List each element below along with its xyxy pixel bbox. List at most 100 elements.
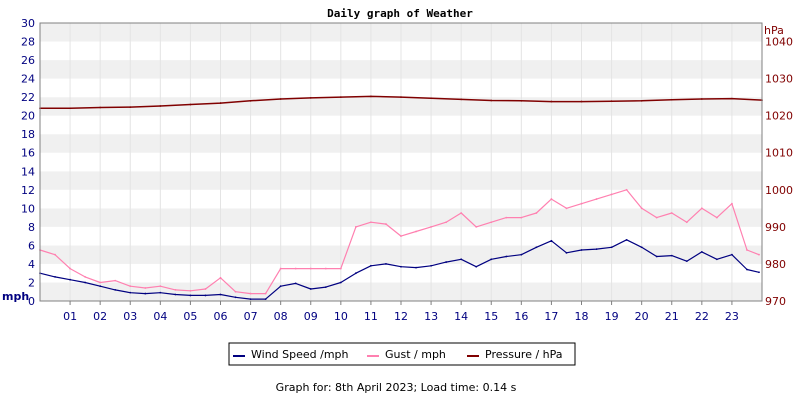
x-tick-label: 01 — [63, 310, 77, 323]
wind-speed-mph-point — [354, 272, 357, 275]
wind-speed-mph-point — [189, 294, 192, 297]
wind-speed-mph-point — [159, 291, 162, 294]
gust-mph-point — [700, 207, 703, 210]
gust-mph-point — [715, 216, 718, 219]
gust-mph-point — [580, 202, 583, 205]
wind-speed-mph-point — [490, 258, 493, 261]
right-tick-label: 1010 — [765, 147, 793, 160]
wind-speed-mph-point — [625, 238, 628, 241]
x-tick-label: 19 — [605, 310, 619, 323]
gust-mph-point — [54, 253, 56, 256]
left-tick-label: 0 — [28, 295, 35, 308]
x-tick-label: 10 — [334, 310, 348, 323]
left-tick-label: 30 — [21, 17, 35, 30]
wind-speed-mph-point — [144, 292, 147, 295]
gust-mph-point — [189, 289, 192, 292]
pressure-hpa-point — [159, 105, 162, 107]
x-tick-label: 05 — [183, 310, 197, 323]
pressure-hpa-point — [550, 100, 553, 103]
x-tick-label: 04 — [153, 310, 167, 323]
pressure-hpa-point — [670, 98, 673, 101]
x-axis-ticks: 01 02 03 04 05 06 07 08 09 10 11 12 13 14 15 16 17 18 19 20… — [63, 301, 739, 323]
left-tick-label: 24 — [21, 73, 35, 86]
wind-speed-mph-point — [309, 288, 312, 290]
wind-speed-mph-point — [294, 282, 297, 285]
wind-speed-mph-point — [550, 239, 553, 242]
pressure-hpa-point — [460, 98, 463, 101]
gust-mph-point — [625, 188, 628, 191]
left-tick-label: 28 — [21, 36, 35, 49]
pressure-hpa-point — [580, 100, 583, 103]
wind-speed-mph-point — [670, 254, 673, 257]
wind-speed-mph-point — [758, 271, 760, 274]
pressure-hpa-point — [700, 98, 703, 100]
legend-box — [228, 342, 576, 366]
x-tick-label: 17 — [544, 310, 558, 323]
wind-speed-mph-point — [69, 278, 71, 281]
pressure-hpa-point — [610, 100, 613, 103]
pressure-hpa-point — [189, 103, 192, 106]
gust-mph-point — [731, 202, 733, 205]
pressure-hpa-point — [99, 106, 102, 109]
legend: Wind Speed /mph Gust / mph Pressure / hPa — [228, 342, 576, 366]
x-tick-label: 20 — [635, 310, 649, 323]
gust-mph-point — [114, 279, 117, 282]
x-tick-label: 21 — [665, 310, 679, 323]
x-tick-label: 07 — [244, 310, 258, 323]
wind-speed-mph-point — [565, 251, 568, 254]
gust-mph-point — [595, 198, 598, 200]
x-tick-label: 06 — [214, 310, 228, 323]
pressure-hpa-point — [490, 99, 493, 102]
gust-mph-point — [400, 235, 402, 238]
left-tick-label: 10 — [21, 202, 35, 215]
wind-speed-mph-point — [400, 265, 402, 268]
gust-mph-point — [309, 267, 312, 270]
gust-mph-point — [758, 253, 760, 256]
left-tick-label: 26 — [21, 54, 35, 67]
pressure-hpa-point — [219, 102, 222, 104]
gust-mph-point — [294, 267, 297, 270]
pressure-hpa-point — [370, 95, 372, 98]
gust-mph-point — [505, 216, 508, 219]
right-tick-label: 970 — [765, 295, 786, 308]
gust-mph-point — [385, 223, 387, 225]
gust-mph-point — [490, 221, 493, 224]
wind-speed-mph-point — [279, 285, 282, 288]
gust-mph-point — [415, 230, 417, 233]
wind-speed-mph-point — [520, 253, 523, 256]
gust-mph-point — [99, 281, 102, 284]
wind-speed-mph-point — [655, 255, 658, 258]
wind-speed-mph-point — [234, 296, 237, 299]
right-tick-label: 980 — [765, 258, 786, 271]
wind-speed-mph-point — [460, 258, 463, 261]
wind-speed-mph-point — [475, 265, 478, 268]
gust-mph-point — [144, 287, 147, 289]
left-axis-unit: mph — [2, 290, 29, 303]
wind-speed-mph-point — [715, 258, 718, 261]
pressure-hpa-point — [430, 97, 432, 100]
right-tick-label: 1000 — [765, 184, 793, 197]
gust-mph-point — [204, 288, 207, 290]
pressure-hpa-point — [731, 97, 733, 100]
wind-speed-mph-point — [595, 248, 598, 251]
gust-mph-point — [550, 198, 553, 200]
gust-mph-point — [249, 292, 252, 295]
pressure-hpa-point — [279, 98, 282, 100]
gust-mph-point — [159, 285, 162, 288]
wind-speed-mph-point — [640, 246, 643, 249]
left-tick-label: 2 — [28, 276, 35, 289]
wind-speed-mph-point — [610, 246, 613, 249]
wind-speed-mph-point — [731, 253, 733, 256]
pressure-hpa-point — [249, 99, 252, 102]
x-tick-label: 14 — [454, 310, 468, 323]
wind-speed-mph-point — [535, 246, 538, 249]
right-tick-label: 1020 — [765, 110, 793, 123]
series-layer — [39, 95, 763, 301]
gust-mph-point — [610, 193, 613, 196]
wind-speed-mph-point — [746, 268, 748, 271]
right-tick-label: 1030 — [765, 73, 793, 86]
gust-mph-point — [460, 212, 463, 214]
left-tick-label: 4 — [28, 258, 35, 271]
